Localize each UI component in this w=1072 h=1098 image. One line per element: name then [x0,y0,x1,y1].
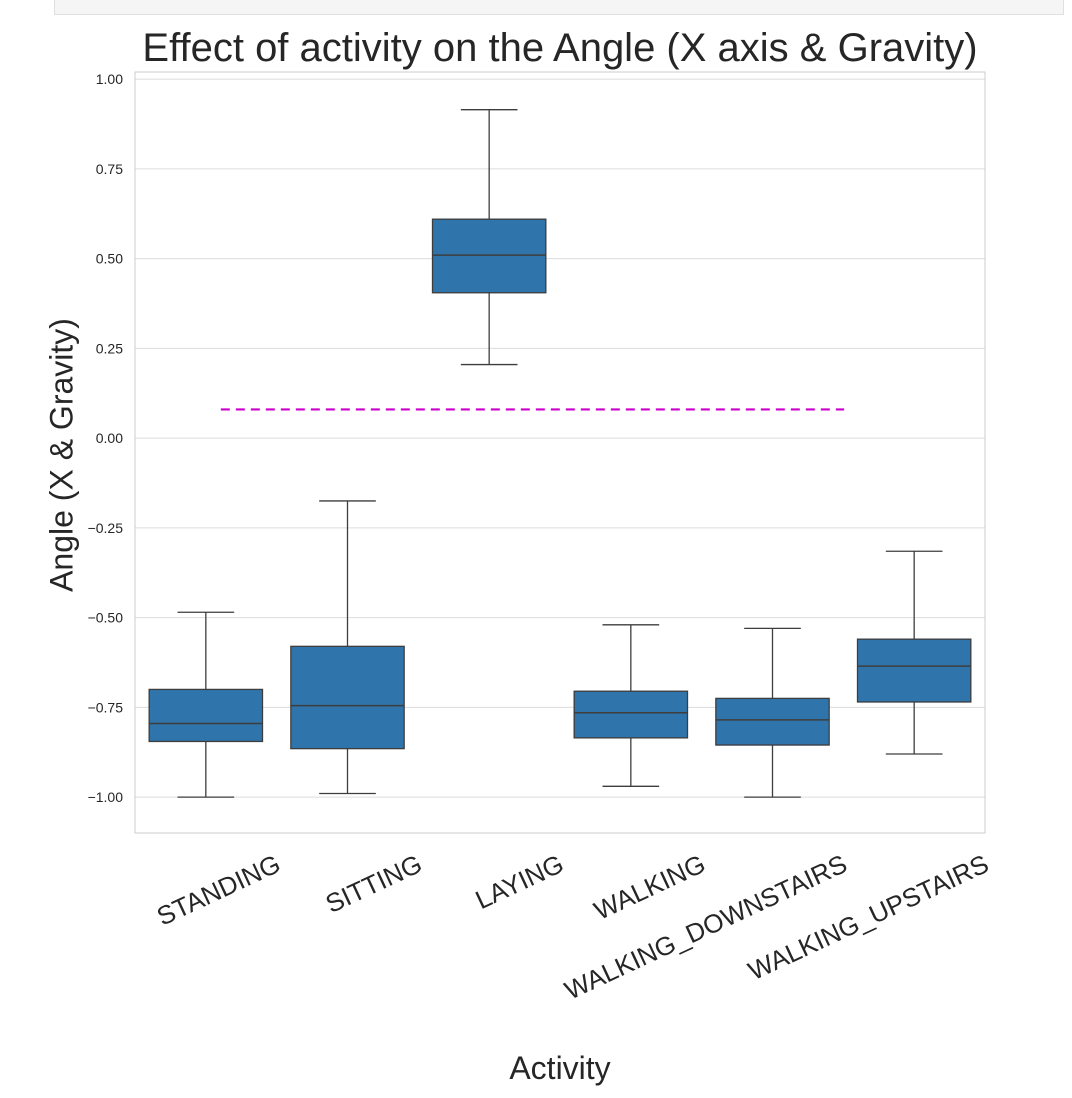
y-tick-label: 0.25 [96,340,123,356]
y-tick-label: 0.75 [96,161,123,177]
y-tick-label: −0.50 [88,610,124,626]
x-tick-label: WALKING [589,848,709,925]
x-tick-label: STANDING [152,848,285,931]
box-laying [431,218,547,294]
x-tick-label: WALKING_UPSTAIRS [743,848,993,986]
y-tick-label: −1.00 [88,789,124,805]
y-tick-label: 0.50 [96,251,123,267]
plot-frame [134,71,986,834]
notebook-cell-strip [54,0,1064,15]
y-tick-label: −0.75 [88,699,124,715]
y-tick-label: 1.00 [96,71,123,87]
chart-title: Effect of activity on the Angle (X axis … [142,26,978,70]
y-tick-label: 0.00 [96,430,123,446]
box-walking-downstairs [715,697,830,746]
x-axis-label: Activity [509,1050,611,1086]
y-tick-label: −0.25 [88,520,124,536]
box-standing [148,688,264,743]
box-walking [573,690,689,739]
box-sitting [290,645,405,750]
x-tick-label: SITTING [321,848,427,919]
box-walking-upstairs [856,638,972,703]
x-tick-label: LAYING [471,848,568,915]
